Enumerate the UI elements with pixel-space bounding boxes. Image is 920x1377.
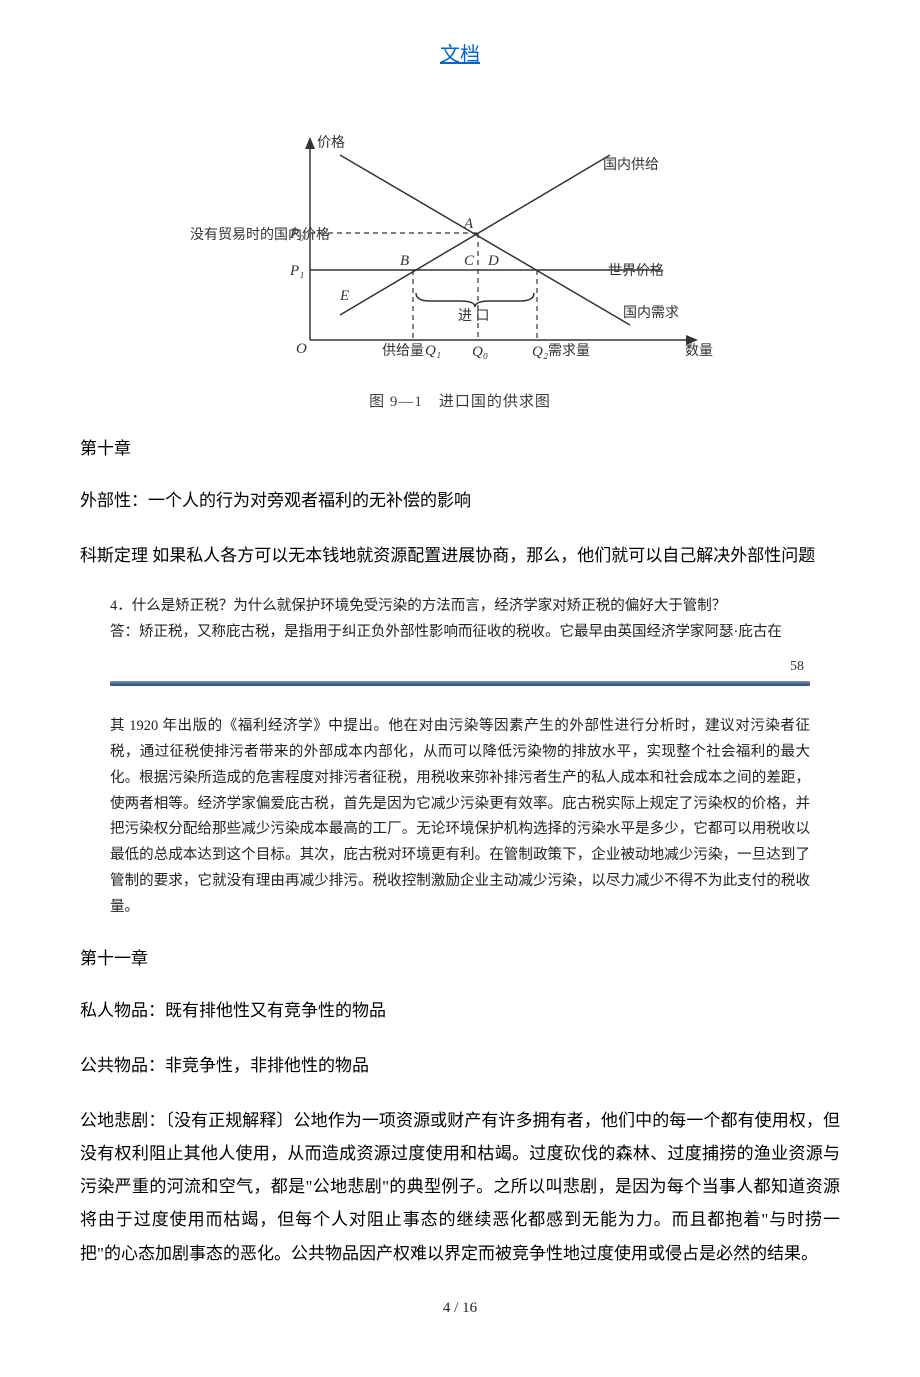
point-c: C (464, 253, 475, 269)
ch10-title: 第十章 (80, 435, 840, 462)
demand-qty-label: 需求量 (548, 343, 590, 359)
figure-caption: 图 9—1 进口国的供求图 (80, 390, 840, 411)
point-d: D (487, 253, 499, 269)
section-divider (110, 681, 810, 686)
qa-answer-line: 答：矫正税，又称庇古税，是指用于纠正负外部性影响而征收的税收。它最早由英国经济学… (110, 620, 810, 645)
point-e: E (339, 288, 349, 304)
no-trade-label: 没有贸易时的国内价格 (190, 227, 330, 243)
import-label: 进 口 (458, 308, 490, 324)
private-goods: 私人物品：既有排他性又有竞争性的物品 (80, 994, 840, 1027)
public-goods: 公共物品：非竞争性，非排他性的物品 (80, 1049, 840, 1082)
page: 文档 价格 数量 O 没 (0, 0, 920, 1377)
domestic-supply-label: 国内供给 (603, 157, 659, 173)
ch11-title: 第十一章 (80, 945, 840, 972)
chart-svg: 价格 数量 O 没有贸易时的国内价格 P₀ P₁ A B C D E 国内供给 … (190, 115, 730, 375)
domestic-demand-label: 国内需求 (623, 305, 679, 321)
header-link-text[interactable]: 文档 (440, 44, 480, 66)
supply-qty-label: 供给量 (382, 343, 424, 359)
origin-label: O (296, 341, 307, 357)
world-price-label: 世界价格 (608, 263, 664, 279)
p1-label: P₁ (289, 263, 304, 279)
q0-label: Q₀ (472, 344, 488, 360)
qa-question: 4．什么是矫正税？为什么就保护环境免受污染的方法而言，经济学家对矫正税的偏好大于… (110, 594, 810, 619)
p0-label: P₀ (289, 226, 304, 242)
q1-label: Q₁ (425, 343, 441, 359)
qa-body: 其 1920 年出版的《福利经济学》中提出。他在对由污染等因素产生的外部性进行分… (110, 714, 810, 920)
y-axis-label: 价格 (317, 135, 345, 151)
qa-block: 4．什么是矫正税？为什么就保护环境免受污染的方法而言，经济学家对矫正税的偏好大于… (110, 594, 810, 645)
header-link: 文档 (80, 38, 840, 67)
q2-label: Q₂ (532, 344, 548, 360)
point-a: A (463, 216, 474, 232)
point-b: B (400, 253, 409, 269)
x-axis-label: 数量 (685, 343, 713, 359)
inset-page-marker: 58 (80, 659, 804, 675)
coase-def: 科斯定理 如果私人各方可以无本钱地就资源配置进展协商，那么，他们就可以自己解决外… (80, 539, 840, 572)
figure-supply-demand: 价格 数量 O 没有贸易时的国内价格 P₀ P₁ A B C D E 国内供给 … (80, 115, 840, 411)
tragedy-commons: 公地悲剧：〔没有正规解释〕公地作为一项资源或财产有许多拥有者，他们中的每一个都有… (80, 1104, 840, 1270)
externality-def: 外部性：一个人的行为对旁观者福利的无补偿的影响 (80, 484, 840, 517)
footer-page-number: 4 / 16 (80, 1300, 840, 1317)
